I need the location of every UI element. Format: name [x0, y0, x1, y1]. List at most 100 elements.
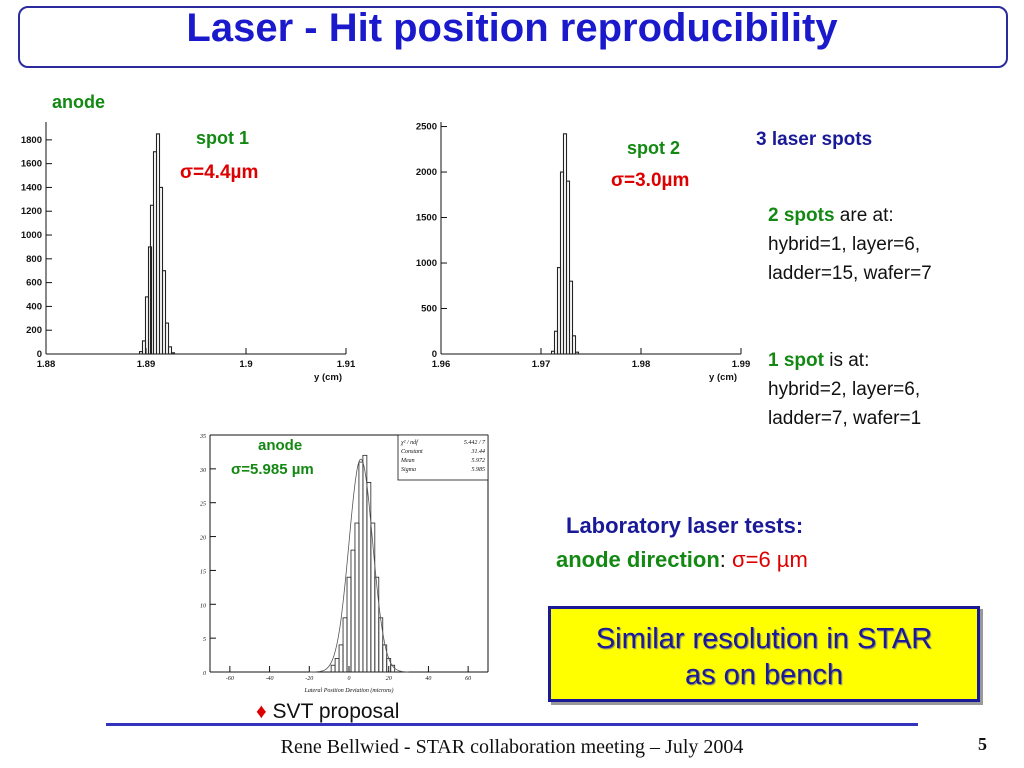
stats-label: Sigma	[401, 467, 416, 473]
x-tick-label: 1.9	[239, 359, 252, 370]
y-tick-label: 25	[200, 502, 206, 508]
stats-value: 5.972	[472, 458, 486, 464]
one-spot-rest: is at:	[823, 350, 870, 371]
histogram-bar	[574, 351, 580, 355]
anode-direction-value: σ=6 µm	[732, 547, 808, 572]
x-tick-label: 1.89	[137, 359, 156, 370]
x-tick-label: 1.98	[632, 359, 651, 370]
y-tick-label: 15	[200, 569, 206, 575]
conclusion-box: Similar resolution in STAR as on bench	[548, 606, 980, 702]
stats-label: Mean	[400, 458, 415, 464]
x-axis-title: y (cm)	[709, 372, 737, 383]
two-spots-line2: ladder=15, wafer=7	[768, 263, 932, 284]
y-tick-label: 1000	[416, 258, 437, 269]
y-tick-label: 200	[26, 325, 42, 336]
y-tick-label: 600	[26, 278, 42, 289]
x-tick-label: 40	[425, 675, 431, 682]
histogram-bar	[350, 549, 356, 673]
x-tick-label: 1.97	[532, 359, 551, 370]
conclusion-line2: as on bench	[684, 659, 843, 691]
stats-value: 5.985	[472, 467, 486, 473]
histogram-bar	[167, 346, 173, 355]
footer-text: Rene Bellwied - STAR collaboration meeti…	[280, 736, 744, 758]
x-tick-label: 1.88	[37, 359, 56, 370]
histogram-bar	[330, 664, 336, 673]
two-spots-key: 2 spots	[768, 205, 835, 226]
two-spots-rest: are at:	[834, 205, 894, 226]
histogram-bar	[374, 576, 380, 673]
y-tick-label: 20	[200, 536, 206, 542]
y-tick-label: 1600	[21, 159, 42, 170]
footer-divider	[106, 723, 918, 726]
two-spots-block: 2 spots are at: hybrid=1, layer=6, ladde…	[768, 201, 932, 288]
histogram-bar	[334, 658, 340, 673]
histogram-bar	[366, 482, 372, 673]
x-tick-label: -20	[305, 676, 313, 682]
histogram-bar	[170, 352, 176, 355]
y-tick-label: 0	[432, 349, 437, 360]
histogram-bar	[568, 280, 574, 355]
x-tick-label: 1.96	[432, 359, 451, 370]
y-tick-label: 500	[421, 304, 437, 315]
anode-direction-colon: :	[719, 547, 733, 572]
y-tick-label: 1000	[21, 230, 42, 241]
y-tick-label: 35	[199, 434, 206, 440]
x-tick-label: -60	[226, 676, 234, 682]
x-tick-label: 60	[465, 676, 471, 682]
y-tick-label: 2500	[416, 122, 437, 133]
y-tick-label: 30	[199, 468, 206, 474]
histogram-spot1: 0 200 400 600 800 1000 1200 1400 1600 1800 1.88 1.8…	[21, 122, 356, 383]
histogram-spot2: 0 500 1000 1500 2000 2500 1.96 1.97 1.98 1.99 y (c…	[416, 122, 751, 383]
title-frame	[18, 6, 1008, 68]
y-tick-label: 1400	[21, 182, 42, 193]
spot2-label: spot 2	[627, 138, 681, 158]
page-number: 5	[978, 734, 987, 754]
histogram-bar	[164, 322, 170, 355]
y-tick-label: 2000	[416, 167, 437, 178]
y-tick-label: 1500	[416, 213, 437, 224]
lab-tests-heading: Laboratory laser tests:	[566, 513, 804, 538]
y-tick-label: 0	[203, 671, 206, 677]
gaussian-fit-curve	[309, 458, 409, 673]
x-tick-label: 1.91	[337, 359, 356, 370]
y-tick-label: 1800	[21, 135, 42, 146]
anode-direction-key: anode direction	[556, 547, 720, 572]
stats-value: 31.44	[471, 448, 486, 455]
y-tick-label: 5	[203, 637, 206, 643]
one-spot-key: 1 spot	[768, 350, 824, 371]
y-tick-label: 400	[26, 301, 42, 312]
x-axis-title: Lateral Position Deviation (microns)	[304, 687, 394, 694]
histogram-bar	[161, 270, 167, 355]
y-tick-label: 1200	[21, 206, 42, 217]
spot1-label: spot 1	[196, 128, 250, 148]
svt-proposal-text: SVT proposal	[266, 700, 400, 723]
x-tick-label: 0	[348, 676, 351, 682]
stats-label: χ² / ndf	[400, 439, 419, 446]
histogram-bar	[358, 461, 364, 673]
one-spot-line1: hybrid=2, layer=6,	[768, 379, 921, 400]
histogram-bar	[338, 644, 344, 673]
spot2-sigma: σ=3.0µm	[611, 170, 690, 191]
histogram-bar	[342, 617, 348, 673]
histogram-bar	[354, 522, 360, 673]
one-spot-line2: ladder=7, wafer=1	[768, 408, 922, 429]
y-tick-label: 800	[26, 254, 42, 265]
lab-anode-label: anode	[258, 437, 303, 454]
y-tick-label: 10	[200, 603, 206, 609]
stats-label: Constant	[401, 449, 423, 455]
x-axis-title: y (cm)	[314, 372, 342, 383]
histogram-bar	[346, 576, 352, 673]
stats-box	[397, 434, 489, 481]
histogram-anode-lab: 0 5 10 15 20 25 30 35 -60 -40 -20 0 20 40 60 Lateral Po…	[199, 434, 489, 694]
histogram-bar	[565, 180, 571, 355]
histogram-bar	[362, 454, 368, 673]
two-spots-line1: hybrid=1, layer=6,	[768, 234, 921, 255]
x-tick-label: 1.99	[732, 359, 751, 370]
histogram-bar	[571, 335, 577, 355]
histogram-bar	[378, 617, 384, 673]
diamond-bullet-icon: ♦	[256, 700, 267, 723]
svt-proposal: ♦ SVT proposal	[256, 700, 399, 724]
anode-direction-line: anode direction: σ=6 µm	[556, 547, 808, 573]
one-spot-block: 1 spot is at: hybrid=2, layer=6, ladder=…	[768, 346, 921, 433]
slide-title: Laser - Hit position reproducibility	[186, 6, 838, 50]
